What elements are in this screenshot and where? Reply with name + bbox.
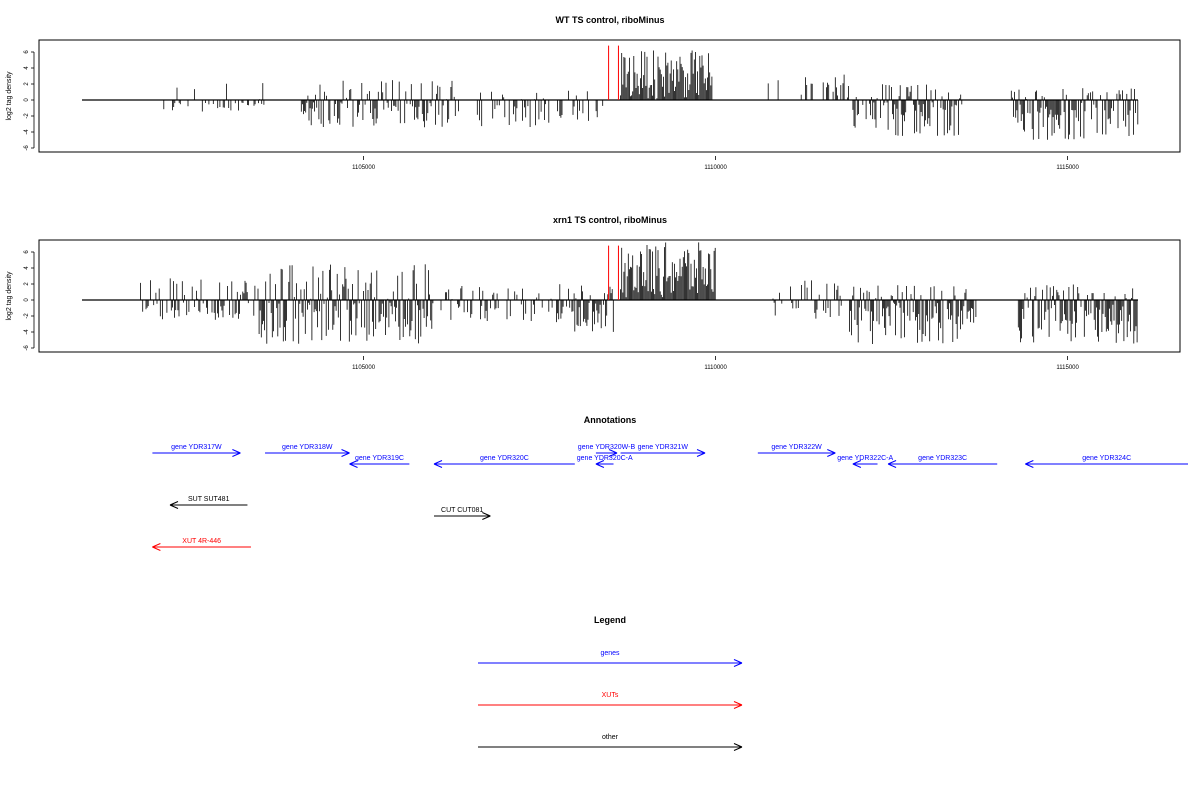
legend: Legend genes XUTs other: [478, 615, 743, 751]
xrn1-x-tick-label: 1105000: [352, 365, 376, 371]
wt-y-tick-label: -4: [24, 129, 30, 135]
legend-genes-label: genes: [600, 650, 620, 657]
xrn1-y-tick-label: 0: [24, 298, 30, 302]
xrn1-track-title: xrn1 TS control, riboMinus: [553, 215, 667, 225]
feature-label: gene YDR324C: [1082, 455, 1131, 462]
xrn1-y-axis-label: log2 tag density: [6, 271, 13, 321]
feature-arrow: [349, 460, 410, 468]
wt-y-tick-label: -6: [24, 145, 30, 151]
wt-plot-frame: [38, 39, 1181, 153]
legend-xuts-label: XUTs: [602, 692, 619, 699]
feature-arrow: [887, 460, 998, 468]
wt-y-tick-label: 6: [24, 50, 30, 54]
legend-items: genes XUTs other: [478, 650, 743, 751]
legend-other-arrow: [478, 743, 743, 751]
xrn1-y-tick-label: -2: [24, 313, 30, 319]
feature-arrow: [620, 449, 706, 457]
feature-arrow: [152, 543, 251, 551]
xrn1-track-panel: xrn1 TS control, riboMinus log2 tag dens…: [6, 215, 1181, 371]
xrn1-x-tick-label: 1110000: [704, 365, 727, 371]
wt-track-title: WT TS control, riboMinus: [556, 15, 665, 25]
wt-x-tick-label: 1115000: [1056, 165, 1079, 171]
annotation-features: gene YDR317W gene YDR318W gene YDR319C gene…: [152, 444, 1188, 551]
wt-x-tick-label: 1105000: [352, 165, 376, 171]
wt-y-tick-label: 2: [24, 82, 30, 86]
xrn1-y-tick-label: -4: [24, 329, 30, 335]
feature-arrow: [757, 449, 836, 457]
wt-density-bars: [163, 50, 1139, 140]
legend-xuts-arrow: [478, 701, 743, 709]
legend-genes-arrow: [478, 659, 743, 667]
wt-x-axis: 1105000 1110000 1115000: [352, 156, 1079, 171]
feature-label: gene YDR318W: [282, 444, 333, 451]
feature-arrow: [169, 501, 248, 509]
wt-y-axis: -6 -4 -2 0 2 4 6: [24, 50, 35, 151]
annotations-title: Annotations: [584, 415, 637, 425]
feature-label: gene YDR321W: [638, 444, 689, 451]
feature-label: gene YDR320C: [480, 455, 529, 462]
xrn1-y-tick-label: 2: [24, 282, 30, 286]
feature-arrow: [265, 449, 350, 457]
annotations-section: Annotations gene YDR317W gene YDR318Wgene…: [152, 415, 1188, 551]
wt-y-tick-label: 4: [24, 66, 30, 70]
wt-x-tick-label: 1110000: [704, 165, 727, 171]
feature-label: gene YDR317W: [171, 444, 222, 451]
xrn1-density-bars: [140, 242, 1138, 344]
wt-y-axis-label: log2 tag density: [6, 71, 13, 121]
wt-track-panel: WT TS control, riboMinus log2 tag densit…: [6, 15, 1181, 171]
feature-label: SUT SUT481: [188, 496, 230, 503]
xrn1-plot-frame: [38, 239, 1181, 353]
legend-title: Legend: [594, 615, 626, 625]
feature-arrow: [595, 460, 614, 468]
feature-arrow: [595, 449, 618, 457]
feature-arrow: [434, 512, 491, 520]
legend-other-label: other: [602, 734, 619, 741]
feature-arrow: [433, 460, 575, 468]
xrn1-y-tick-label: 4: [24, 266, 30, 270]
feature-arrow: [1025, 460, 1188, 468]
xrn1-x-tick-label: 1115000: [1056, 365, 1079, 371]
feature-arrow: [852, 460, 878, 468]
feature-label: gene YDR322W: [771, 444, 822, 451]
xrn1-site-markers: [608, 245, 619, 300]
wt-y-tick-label: 0: [24, 98, 30, 102]
feature-label: gene YDR320C-A: [577, 455, 633, 462]
xrn1-y-tick-label: -6: [24, 345, 30, 351]
xrn1-y-tick-label: 6: [24, 250, 30, 254]
feature-label: gene YDR322C-A: [837, 455, 893, 462]
feature-label: gene YDR320W-B: [578, 444, 636, 451]
feature-label: gene YDR319C: [355, 455, 404, 462]
feature-label: gene YDR323C: [918, 455, 967, 462]
feature-arrow: [152, 449, 241, 457]
feature-label: CUT CUT081: [441, 507, 483, 514]
feature-label: XUT 4R-446: [182, 538, 221, 545]
xrn1-y-axis: -6 -4 -2 0 2 4 6: [24, 250, 35, 351]
xrn1-x-axis: 1105000 1110000 1115000: [352, 356, 1079, 371]
wt-y-tick-label: -2: [24, 113, 30, 119]
wt-site-markers: [608, 45, 619, 100]
